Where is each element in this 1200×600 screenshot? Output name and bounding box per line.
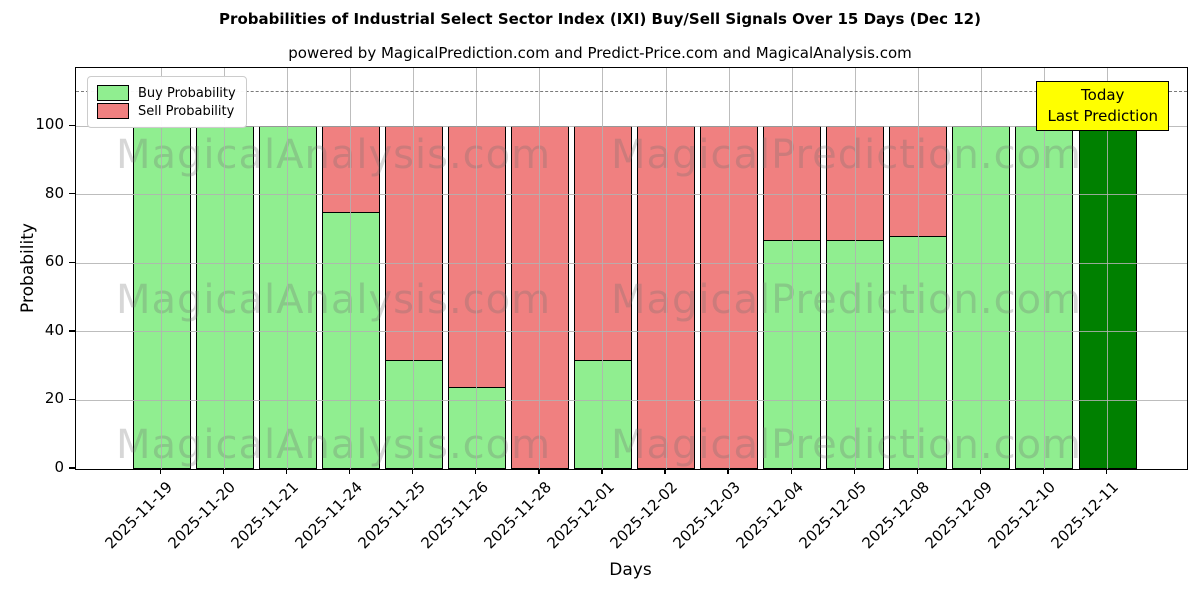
buy-bar-segment <box>573 359 632 469</box>
x-tick-mark <box>664 469 666 474</box>
y-tick-mark <box>69 398 75 401</box>
x-tick-mark <box>979 469 982 474</box>
sell-bar-segment <box>384 126 443 361</box>
x-tick-label: 2025-12-10 <box>984 478 1060 553</box>
buy-bar-segment <box>826 239 885 469</box>
legend: Buy Probability Sell Probability <box>87 76 247 128</box>
buy-bar-segment <box>763 239 822 469</box>
x-tick-label: 2025-12-09 <box>921 478 997 553</box>
x-tick-label: 2025-12-02 <box>606 478 681 553</box>
legend-label: Sell Probability <box>138 103 235 119</box>
buy-bar-segment <box>321 211 380 469</box>
x-tick-mark <box>601 469 603 474</box>
y-tick-mark <box>69 124 75 126</box>
y-tick-mark <box>69 261 75 263</box>
x-tick-mark <box>727 469 729 474</box>
x-tick-mark <box>475 469 477 474</box>
buy-bar-segment <box>132 126 191 469</box>
chart-subtitle: powered by MagicalPrediction.com and Pre… <box>288 44 912 62</box>
x-tick-label: 2025-12-05 <box>795 478 871 553</box>
x-tick-label: 2025-11-24 <box>291 478 366 553</box>
buy-bar-segment <box>1015 126 1074 469</box>
sell-bar-segment <box>637 126 696 469</box>
buy-bar-segment <box>258 126 317 469</box>
callout-line2: Last Prediction <box>1047 107 1158 125</box>
buy-bar-segment <box>952 126 1011 469</box>
buy-bar-segment <box>889 235 948 469</box>
x-tick-label: 2025-12-01 <box>543 478 618 553</box>
y-tick-label: 100 <box>35 115 64 134</box>
x-tick-mark <box>159 469 162 474</box>
plot-area: MagicalAnalysis.com MagicalPrediction.co… <box>75 67 1188 470</box>
y-tick-label: 80 <box>44 183 64 202</box>
y-tick-label: 20 <box>44 389 64 408</box>
x-tick-mark <box>222 469 225 474</box>
sell-bar-segment <box>573 126 632 361</box>
chart-title: Probabilities of Industrial Select Secto… <box>219 10 981 28</box>
x-tick-mark <box>1105 469 1108 474</box>
y-tick-mark <box>69 330 75 332</box>
y-tick-mark <box>69 467 75 469</box>
x-tick-mark <box>916 469 918 474</box>
buy-bar-segment <box>195 126 254 469</box>
callout-line1: Today <box>1081 86 1125 104</box>
x-tick-mark <box>285 469 288 474</box>
x-tick-label: 2025-11-21 <box>227 478 303 553</box>
legend-item-sell: Sell Probability <box>97 103 236 119</box>
legend-item-buy: Buy Probability <box>97 85 236 101</box>
y-tick-label: 60 <box>44 252 64 271</box>
x-tick-label: 2025-12-11 <box>1047 478 1123 553</box>
x-tick-label: 2025-11-28 <box>480 478 555 553</box>
x-tick-mark <box>1042 469 1045 474</box>
x-tick-label: 2025-12-04 <box>732 478 807 553</box>
x-tick-label: 2025-12-03 <box>669 478 744 553</box>
sell-bar-segment <box>826 126 885 241</box>
x-tick-mark <box>538 469 540 474</box>
sell-color-swatch <box>97 103 129 119</box>
sell-bar-segment <box>700 126 759 469</box>
sell-bar-segment <box>447 126 506 389</box>
bars-layer <box>76 68 1187 469</box>
x-axis-label: Days <box>609 560 652 580</box>
buy-bar-segment <box>384 359 443 469</box>
sell-bar-segment <box>763 126 822 241</box>
sell-bar-segment <box>510 126 569 469</box>
buy-color-swatch <box>97 85 129 101</box>
x-tick-mark <box>853 469 855 474</box>
x-tick-mark <box>349 469 351 474</box>
y-tick-label: 0 <box>54 458 64 476</box>
today-last-prediction-callout: Today Last Prediction <box>1036 81 1169 131</box>
dashed-threshold-line <box>76 91 1187 92</box>
sell-bar-segment <box>889 126 948 238</box>
x-tick-mark <box>412 469 414 474</box>
x-tick-mark <box>790 469 792 474</box>
x-tick-label: 2025-11-19 <box>101 478 177 553</box>
legend-label: Buy Probability <box>138 85 236 101</box>
buy-bar-segment <box>1078 126 1137 469</box>
buy-bar-segment <box>447 386 506 469</box>
x-tick-label: 2025-12-08 <box>858 478 934 553</box>
sell-bar-segment <box>321 126 380 214</box>
y-tick-mark <box>69 193 75 195</box>
y-tick-label: 40 <box>44 320 64 339</box>
x-tick-label: 2025-11-26 <box>417 478 492 553</box>
